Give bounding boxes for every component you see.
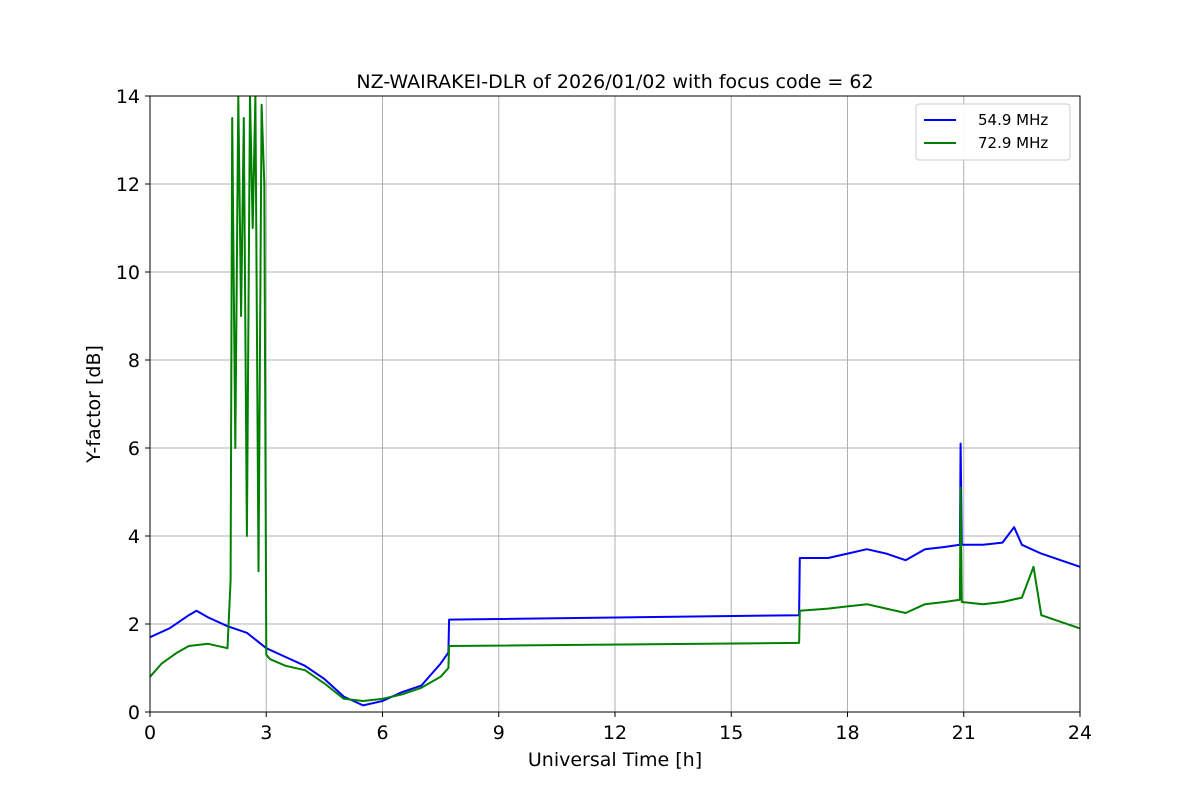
legend-label-0: 54.9 MHz [978,111,1048,129]
series-line-0 [150,442,1080,707]
x-axis-label: Universal Time [h] [528,749,702,771]
y-axis-label: Y-factor [dB] [83,345,105,464]
y-tick-label: 6 [128,438,140,460]
legend-label-1: 72.9 MHz [978,134,1048,152]
x-tick-label: 21 [952,722,976,744]
legend-box [915,103,1071,161]
x-tick-label: 9 [493,722,505,744]
y-tick-label: 4 [128,526,140,548]
y-tick-label: 10 [116,262,140,284]
y-tick-label: 12 [116,174,140,196]
x-tick-label: 0 [144,722,156,744]
y-tick-label: 14 [116,86,140,108]
y-tick-label: 2 [128,614,140,636]
y-tick-label: 0 [128,702,140,724]
x-tick-label: 3 [260,722,272,744]
series-lines [150,96,1080,707]
x-tick-label: 24 [1068,722,1092,744]
series-line-1 [150,96,1080,702]
x-tick-label: 18 [835,722,859,744]
x-tick-label: 15 [719,722,743,744]
legend: 54.9 MHz 72.9 MHz [915,103,1071,161]
y-tick-label: 8 [128,350,140,372]
x-tick-label: 6 [376,722,388,744]
chart-title: NZ-WAIRAKEI-DLR of 2026/01/02 with focus… [356,71,873,93]
x-tick-label: 12 [603,722,627,744]
